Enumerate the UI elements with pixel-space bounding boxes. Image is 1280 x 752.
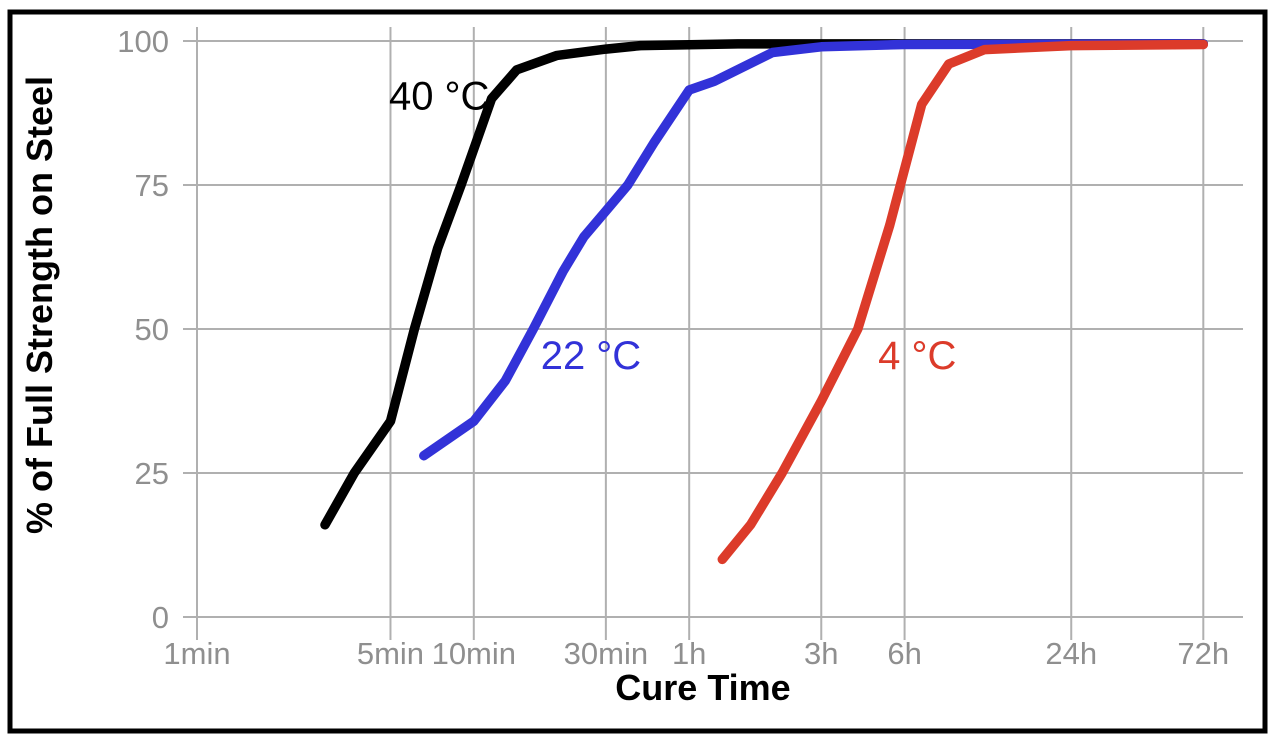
x-tick-label-3h: 3h	[804, 636, 838, 671]
curve-label-4C: 4 °C	[878, 334, 956, 378]
x-tick-label-24h: 24h	[1045, 636, 1097, 671]
y-tick-label-25: 25	[135, 456, 169, 491]
curve-40C	[320, 39, 1209, 530]
curve-label-22C: 22 °C	[541, 334, 642, 378]
x-tick-label-6h: 6h	[887, 636, 921, 671]
y-tick-label-100: 100	[117, 24, 169, 59]
curve-4C	[717, 39, 1209, 565]
curve-layer	[320, 39, 1209, 565]
x-tick-label-5min: 5min	[357, 636, 424, 671]
x-tick-label-30min: 30min	[564, 636, 648, 671]
curve-22C	[419, 39, 1209, 461]
x-tick-label-1h: 1h	[672, 636, 706, 671]
grid-layer	[183, 27, 1243, 640]
y-tick-label-50: 50	[135, 312, 169, 347]
x-tick-label-10min: 10min	[432, 636, 516, 671]
x-tick-label-72h: 72h	[1177, 636, 1229, 671]
curve-label-40C: 40 °C	[389, 75, 490, 119]
tick-label-layer: 1min 5min 10min 30min 1h 3h 6h 24h 72h 0 25 50 75 100	[117, 24, 1229, 671]
y-axis-title: % of Full Strength on Steel	[19, 76, 60, 534]
outer-frame	[7, 9, 1268, 734]
x-axis-title: Cure Time	[615, 667, 790, 708]
x-tick-label-1min: 1min	[163, 636, 230, 671]
y-tick-label-0: 0	[152, 600, 169, 635]
curve-label-layer: 40 °C 22 °C 4 °C	[389, 75, 956, 378]
y-tick-label-75: 75	[135, 168, 169, 203]
